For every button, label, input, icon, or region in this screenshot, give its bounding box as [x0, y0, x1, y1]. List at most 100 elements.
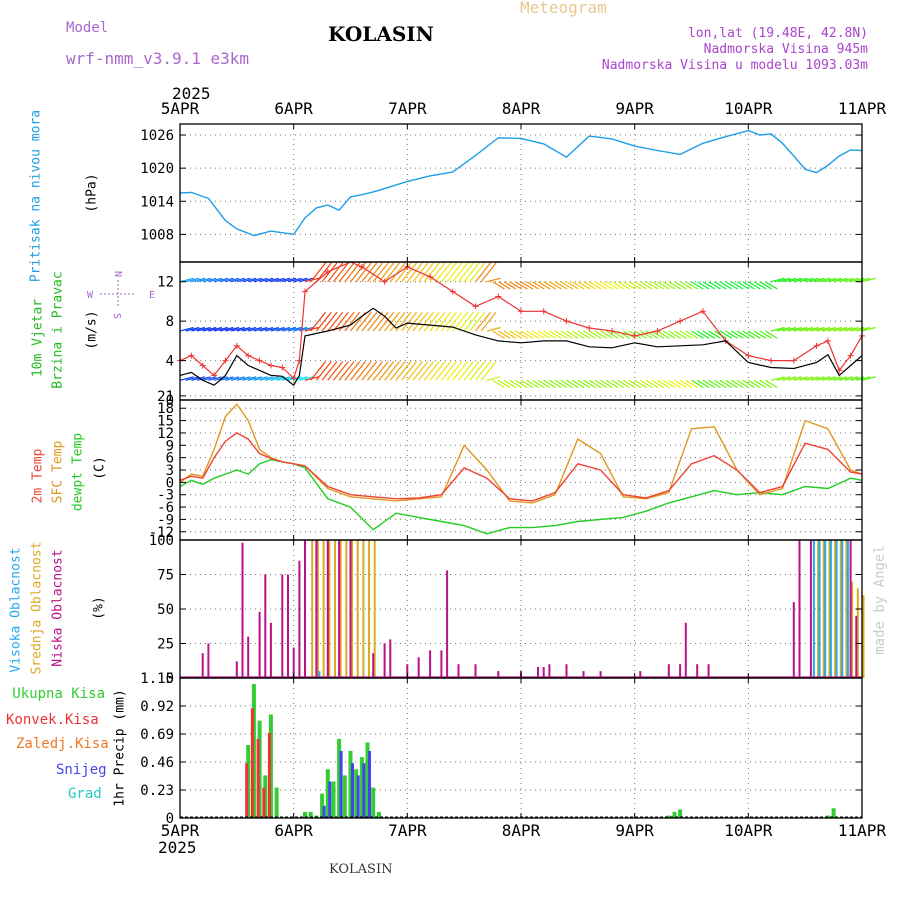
- wind-barb: [515, 330, 528, 339]
- wind-barb: [861, 277, 876, 283]
- wind-barb: [526, 379, 539, 389]
- x-tick-label-bottom: 6APR: [274, 821, 313, 840]
- cloud-mid-bar: [316, 540, 319, 678]
- wind-barb: [662, 330, 676, 339]
- wind-barb: [225, 277, 240, 283]
- cloud-mid-label: Srednja Oblacnost: [29, 541, 45, 675]
- wind-barb: [730, 281, 744, 290]
- y-tick-label: 1.15: [140, 671, 174, 687]
- wind-barb: [321, 361, 338, 381]
- wind-barb: [634, 281, 647, 290]
- cloud-low-bar: [247, 636, 250, 678]
- gust-marker: [302, 288, 309, 295]
- wind-barb: [452, 361, 469, 381]
- altitude-label: Nadmorska Visina 945m: [703, 42, 868, 57]
- cloud-mid-bar: [368, 540, 370, 678]
- wind-barb: [617, 330, 630, 339]
- year-top: 2025: [172, 84, 211, 103]
- x-tick-label-bottom: 8APR: [502, 821, 541, 840]
- wind-barb: [259, 326, 274, 332]
- cloud-high-label: Visoka Oblacnost: [8, 547, 24, 673]
- page-title: KOLASIN: [328, 22, 434, 46]
- wind-barb: [799, 277, 814, 283]
- y-tick-label: 0: [166, 475, 174, 491]
- gust-marker: [495, 293, 502, 300]
- precip-total-bar: [246, 745, 251, 818]
- wind-barb: [338, 361, 355, 381]
- wind-barb: [361, 262, 378, 283]
- wind-barb: [856, 376, 871, 381]
- y-tick-label: 1020: [140, 161, 174, 177]
- precip-total-bar: [672, 811, 677, 818]
- compass-icon: [100, 280, 136, 308]
- cloud-mid-bar: [373, 540, 376, 678]
- cloud-low-bar: [497, 671, 500, 678]
- precip-total-bar: [371, 787, 376, 818]
- wind-barb: [395, 361, 412, 381]
- x-tick-label-top: 9APR: [615, 99, 654, 118]
- wind-barb: [435, 361, 452, 381]
- wind-barb: [532, 379, 545, 389]
- gust-marker: [358, 263, 365, 270]
- y-tick-label: 6: [166, 451, 174, 467]
- wind-barb: [793, 277, 808, 283]
- precip-total-bar: [303, 811, 307, 818]
- wind-barb: [736, 379, 750, 389]
- wind-barb: [679, 330, 693, 339]
- wind-barb: [827, 277, 842, 283]
- wind-barb: [759, 379, 772, 389]
- wind-barb: [486, 376, 501, 381]
- credit-label: made by Angel: [872, 545, 888, 655]
- gust-marker: [472, 303, 479, 310]
- wind-barb: [310, 262, 327, 283]
- cloud-low-bar: [667, 664, 670, 678]
- gust-marker: [859, 332, 865, 339]
- wind-barb: [805, 326, 819, 332]
- wind-barb: [776, 277, 791, 283]
- gust-marker: [790, 357, 797, 364]
- cloud-high-bar: [818, 540, 821, 678]
- y-tick-label: 12: [157, 275, 174, 291]
- wind-barb: [861, 326, 876, 332]
- wind-barb: [651, 281, 665, 290]
- y-tick-label: 3: [166, 463, 174, 479]
- cloud-low-bar: [849, 540, 852, 678]
- wind-barb: [332, 262, 349, 283]
- wind-barb: [583, 281, 596, 290]
- wind-barb: [242, 326, 257, 332]
- cloud-low-bar: [599, 671, 602, 678]
- y-tick-label: 4: [166, 354, 174, 370]
- wind-barb: [685, 379, 699, 389]
- wind-barb: [765, 379, 778, 389]
- y-tick-label: 8: [166, 314, 174, 330]
- wind-barb: [367, 361, 383, 381]
- wind-barb: [640, 281, 653, 290]
- panel-frame: [179, 399, 863, 541]
- wind-barb: [600, 281, 613, 290]
- wind-barb: [213, 277, 228, 283]
- wind-barb: [537, 379, 551, 389]
- wind-barb: [458, 311, 474, 332]
- wind-barb: [185, 376, 200, 381]
- pressure-line: [179, 129, 863, 237]
- cloud-low-bar: [798, 540, 801, 678]
- wind-barb: [566, 379, 579, 389]
- wind-barb: [810, 326, 825, 332]
- wind-barb: [816, 326, 831, 332]
- cloud-low-bar: [292, 647, 295, 678]
- y-tick-label: 0: [166, 811, 174, 827]
- wind-barb: [674, 379, 687, 389]
- wind-barb: [208, 326, 223, 332]
- wind-barb: [713, 330, 727, 339]
- wind-barb: [765, 281, 778, 290]
- precip-total-bar: [274, 787, 279, 818]
- wind-barb: [719, 379, 733, 389]
- wind-barb: [605, 379, 619, 389]
- wind-barb: [225, 376, 240, 381]
- compass-s-label: S: [111, 313, 122, 319]
- footer-location: KOLASIN: [329, 862, 393, 877]
- wind-barb: [640, 379, 653, 389]
- wind-barb: [537, 281, 551, 290]
- wind-barb: [259, 376, 274, 381]
- wind-barb: [628, 281, 642, 290]
